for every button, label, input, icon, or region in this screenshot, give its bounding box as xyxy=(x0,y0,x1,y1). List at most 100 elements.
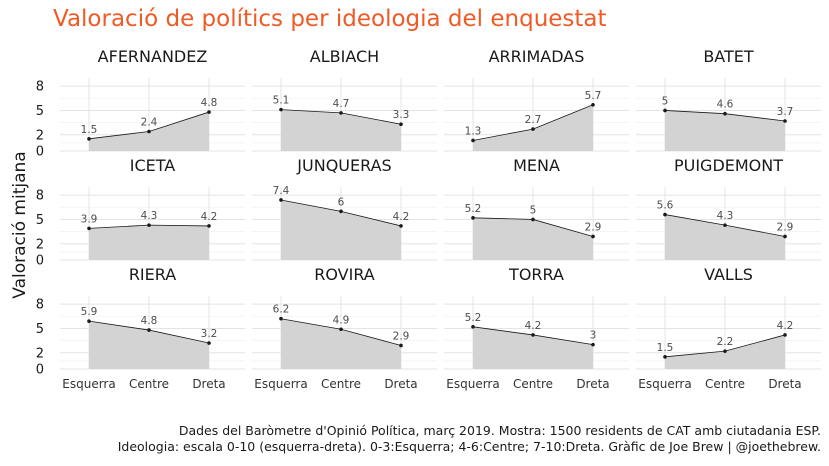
data-label-afernandez: 2.4 xyxy=(141,117,158,129)
point-valls xyxy=(783,333,787,337)
point-junqueras xyxy=(399,224,403,228)
data-label-arrimadas: 1.3 xyxy=(465,125,482,137)
point-afernandez xyxy=(147,129,151,134)
data-label-albiach: 5.1 xyxy=(273,95,290,107)
area-iceta xyxy=(89,225,209,260)
area-torra xyxy=(473,326,593,369)
data-label-iceta: 3.9 xyxy=(81,213,98,225)
x-tick-label: Dreta xyxy=(576,377,609,391)
y-tick-label: 2 xyxy=(36,237,44,252)
y-tick-label: 0 xyxy=(36,363,44,378)
data-label-afernandez: 4.8 xyxy=(201,97,218,109)
facet-title-rovira: ROVIRA xyxy=(314,265,375,284)
data-label-riera: 3.2 xyxy=(201,328,218,340)
caption-ideology: Ideologia: escala 0-10 (esquerra-dreta).… xyxy=(117,439,821,454)
x-tick-label: Esquerra xyxy=(446,377,499,391)
x-tick-label: Dreta xyxy=(384,377,417,391)
point-riera xyxy=(87,319,91,323)
point-valls xyxy=(663,355,667,359)
data-label-albiach: 3.3 xyxy=(393,109,410,121)
point-puigdemont xyxy=(723,223,727,227)
data-label-torra: 3 xyxy=(590,330,597,342)
data-label-arrimadas: 5.7 xyxy=(585,90,602,102)
data-label-rovira: 6.2 xyxy=(273,304,290,316)
point-albiach xyxy=(399,122,403,127)
point-rovira xyxy=(279,316,283,321)
data-label-valls: 1.5 xyxy=(657,342,674,354)
y-tick-label: 8 xyxy=(36,298,44,313)
data-label-puigdemont: 2.9 xyxy=(777,221,794,233)
x-tick-label: Dreta xyxy=(192,377,225,391)
point-torra xyxy=(591,342,595,347)
data-label-iceta: 4.3 xyxy=(141,210,158,222)
y-tick-label: 8 xyxy=(36,80,44,95)
y-tick-label: 0 xyxy=(36,145,44,160)
area-arrimadas xyxy=(473,104,593,151)
x-tick-label: Centre xyxy=(321,377,361,391)
point-albiach xyxy=(339,111,343,115)
area-puigdemont xyxy=(665,214,785,260)
x-tick-label: Esquerra xyxy=(638,377,691,391)
facet-title-puigdemont: PUIGDEMONT xyxy=(674,156,783,175)
data-label-mena: 5.2 xyxy=(465,203,482,215)
data-label-riera: 4.8 xyxy=(141,315,158,327)
area-riera xyxy=(89,321,209,369)
data-label-valls: 4.2 xyxy=(777,320,794,332)
point-junqueras xyxy=(279,198,283,202)
data-label-junqueras: 6 xyxy=(338,196,345,208)
point-mena xyxy=(471,216,475,220)
point-batet xyxy=(783,119,787,123)
point-afernandez xyxy=(207,110,211,114)
data-label-puigdemont: 4.3 xyxy=(717,210,734,222)
facet-title-junqueras: JUNQUERAS xyxy=(296,156,391,175)
x-tick-label: Centre xyxy=(513,377,553,391)
facet-title-valls: VALLS xyxy=(704,265,753,284)
data-label-riera: 5.9 xyxy=(81,306,98,318)
area-junqueras xyxy=(281,199,401,260)
y-tick-label: 0 xyxy=(36,254,44,269)
data-label-rovira: 2.9 xyxy=(393,330,410,342)
facet-title-iceta: ICETA xyxy=(130,156,176,175)
data-label-batet: 4.6 xyxy=(717,99,734,111)
point-iceta xyxy=(87,226,91,231)
area-mena xyxy=(473,217,593,260)
point-puigdemont xyxy=(783,234,787,239)
y-tick-label: 5 xyxy=(36,322,44,337)
data-label-iceta: 4.2 xyxy=(201,211,218,223)
point-junqueras xyxy=(339,209,343,214)
chart-title: Valoració de polítics per ideologia del … xyxy=(53,6,607,32)
point-rovira xyxy=(399,343,403,348)
facet-title-batet: BATET xyxy=(703,47,754,66)
data-label-batet: 5 xyxy=(662,95,669,107)
y-tick-label: 5 xyxy=(36,104,44,119)
y-axis-label: Valoració mitjana xyxy=(10,151,30,298)
data-label-afernandez: 1.5 xyxy=(81,124,98,136)
point-torra xyxy=(471,325,475,329)
area-rovira xyxy=(281,318,401,369)
x-tick-label: Esquerra xyxy=(62,377,115,391)
point-arrimadas xyxy=(531,127,535,131)
point-riera xyxy=(207,341,211,345)
point-batet xyxy=(663,108,667,113)
point-albiach xyxy=(279,107,283,112)
point-arrimadas xyxy=(471,138,475,143)
y-tick-label: 2 xyxy=(36,128,44,143)
point-batet xyxy=(723,111,727,116)
y-tick-label: 2 xyxy=(36,346,44,361)
data-label-arrimadas: 2.7 xyxy=(525,114,542,126)
facet-title-mena: MENA xyxy=(513,156,560,175)
point-mena xyxy=(591,234,595,239)
data-label-rovira: 4.9 xyxy=(333,314,350,326)
point-afernandez xyxy=(87,137,91,141)
facet-title-albiach: ALBIACH xyxy=(310,47,379,66)
data-label-junqueras: 7.4 xyxy=(273,185,290,197)
data-label-mena: 5 xyxy=(530,204,537,216)
area-batet xyxy=(665,110,785,151)
point-mena xyxy=(531,217,535,222)
data-label-batet: 3.7 xyxy=(777,106,794,118)
data-label-albiach: 4.7 xyxy=(333,98,350,110)
data-label-valls: 2.2 xyxy=(717,336,734,348)
point-iceta xyxy=(207,224,211,228)
point-arrimadas xyxy=(591,102,595,107)
